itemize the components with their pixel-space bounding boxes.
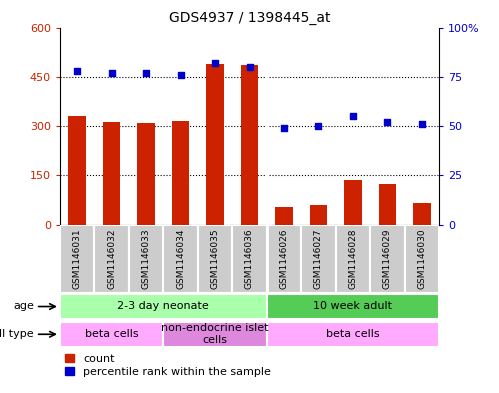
Bar: [60, 322, 163, 347]
Point: [108, 70, 116, 76]
Text: cell type: cell type: [0, 329, 34, 339]
Text: beta cells: beta cells: [326, 329, 380, 339]
Bar: [137, 123, 155, 225]
Bar: [336, 225, 370, 293]
Bar: [232, 225, 267, 293]
Text: GSM1146035: GSM1146035: [211, 228, 220, 289]
Point: [211, 60, 219, 66]
Bar: [370, 225, 405, 293]
Text: GSM1146033: GSM1146033: [142, 228, 151, 289]
Point: [142, 70, 150, 76]
Bar: [275, 207, 292, 225]
Text: age: age: [13, 301, 34, 311]
Text: GSM1146030: GSM1146030: [417, 228, 426, 289]
Bar: [267, 294, 439, 319]
Bar: [413, 204, 431, 225]
Point: [418, 121, 426, 127]
Text: GSM1146028: GSM1146028: [348, 228, 357, 289]
Text: GSM1146036: GSM1146036: [245, 228, 254, 289]
Bar: [267, 322, 439, 347]
Text: beta cells: beta cells: [85, 329, 138, 339]
Legend: count, percentile rank within the sample: count, percentile rank within the sample: [65, 354, 271, 377]
Point: [314, 123, 322, 129]
Text: GSM1146027: GSM1146027: [314, 228, 323, 289]
Bar: [103, 122, 120, 225]
Bar: [172, 121, 189, 225]
Bar: [379, 184, 396, 225]
Point: [246, 64, 253, 70]
Bar: [129, 225, 163, 293]
Point: [177, 72, 185, 78]
Text: 10 week adult: 10 week adult: [313, 301, 392, 311]
Point: [280, 125, 288, 131]
Bar: [68, 116, 86, 225]
Bar: [60, 225, 94, 293]
Point: [349, 113, 357, 119]
Bar: [344, 180, 362, 225]
Bar: [163, 225, 198, 293]
Bar: [405, 225, 439, 293]
Bar: [310, 205, 327, 225]
Text: 2-3 day neonate: 2-3 day neonate: [117, 301, 209, 311]
Text: GSM1146029: GSM1146029: [383, 228, 392, 289]
Bar: [60, 294, 267, 319]
Bar: [207, 64, 224, 225]
Bar: [241, 65, 258, 225]
Point: [73, 68, 81, 74]
Bar: [198, 225, 232, 293]
Text: GSM1146032: GSM1146032: [107, 228, 116, 289]
Bar: [301, 225, 336, 293]
Title: GDS4937 / 1398445_at: GDS4937 / 1398445_at: [169, 11, 330, 25]
Bar: [94, 225, 129, 293]
Text: GSM1146026: GSM1146026: [279, 228, 288, 289]
Text: non-endocrine islet
cells: non-endocrine islet cells: [161, 323, 269, 345]
Text: GSM1146034: GSM1146034: [176, 228, 185, 289]
Point: [383, 119, 391, 125]
Text: GSM1146031: GSM1146031: [73, 228, 82, 289]
Bar: [267, 225, 301, 293]
Bar: [163, 322, 267, 347]
